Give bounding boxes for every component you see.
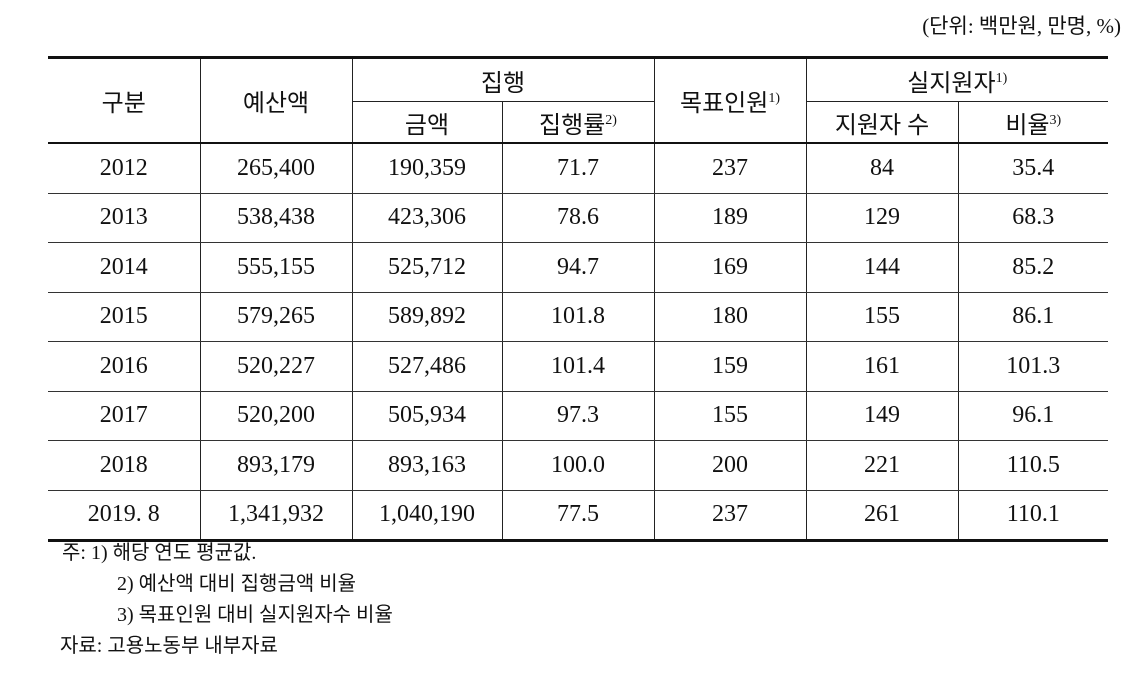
cell-ratio: 86.1 — [957, 292, 1109, 342]
cell-amount: 893,163 — [351, 440, 503, 491]
header-exec-rate: 집행률2) — [501, 101, 655, 144]
cell-supported: 155 — [805, 292, 959, 342]
cell-year: 2017 — [48, 391, 201, 441]
cell-supported: 221 — [805, 440, 959, 491]
table-row: 2013 538,438 423,306 78.6 189 129 68.3 — [48, 193, 1109, 243]
cell-year: 2012 — [48, 143, 201, 194]
cell-budget: 538,438 — [199, 193, 353, 243]
cell-ratio: 85.2 — [957, 242, 1109, 293]
cell-budget: 265,400 — [199, 143, 353, 194]
cell-amount: 423,306 — [351, 193, 503, 243]
table-row: 2012 265,400 190,359 71.7 237 84 35.4 — [48, 143, 1109, 194]
cell-budget: 520,200 — [199, 391, 353, 441]
notes: 주: 1) 해당 연도 평균값. 2) 예산액 대비 집행금액 비율 3) 목표… — [60, 538, 393, 662]
cell-amount: 589,892 — [351, 292, 503, 342]
cell-budget: 579,265 — [199, 292, 353, 342]
cell-rate: 101.4 — [501, 341, 655, 392]
cell-year: 2013 — [48, 193, 201, 243]
cell-supported: 161 — [805, 341, 959, 392]
cell-rate: 101.8 — [501, 292, 655, 342]
cell-year: 2015 — [48, 292, 201, 342]
header-supported: 지원자 수 — [805, 101, 959, 144]
header-row-sub: 금액 집행률2) 지원자 수 비율3) — [48, 101, 1109, 144]
note-1: 주: 1) 해당 연도 평균값. — [62, 542, 257, 564]
cell-target: 169 — [653, 242, 807, 293]
cell-amount: 505,934 — [351, 391, 503, 441]
cell-supported: 261 — [805, 490, 959, 542]
header-amount: 금액 — [352, 101, 503, 144]
cell-budget: 555,155 — [199, 242, 353, 293]
cell-supported: 149 — [805, 391, 959, 441]
cell-ratio: 110.5 — [957, 440, 1109, 491]
cell-supported: 144 — [805, 242, 959, 293]
header-budget: 예산액 — [199, 56, 353, 144]
cell-budget: 1,341,932 — [199, 490, 353, 542]
table-row: 2017 520,200 505,934 97.3 155 149 96.1 — [48, 391, 1109, 441]
cell-rate: 100.0 — [501, 440, 655, 491]
cell-supported: 84 — [805, 143, 959, 194]
cell-rate: 78.6 — [501, 193, 655, 243]
cell-amount: 525,712 — [351, 242, 503, 293]
cell-ratio: 96.1 — [957, 391, 1109, 441]
header-category: 구분 — [48, 56, 201, 144]
cell-rate: 71.7 — [501, 143, 655, 194]
cell-supported: 129 — [805, 193, 959, 243]
cell-ratio: 68.3 — [957, 193, 1109, 243]
cell-rate: 94.7 — [501, 242, 655, 293]
header-target: 목표인원1) — [653, 56, 807, 144]
cell-budget: 893,179 — [199, 440, 353, 491]
cell-amount: 527,486 — [351, 341, 503, 392]
header-ratio: 비율3) — [957, 101, 1109, 144]
cell-target: 189 — [653, 193, 807, 243]
cell-target: 180 — [653, 292, 807, 342]
table-row: 2016 520,227 527,486 101.4 159 161 101.3 — [48, 341, 1109, 392]
cell-amount: 1,040,190 — [351, 490, 503, 542]
table-row: 2018 893,179 893,163 100.0 200 221 110.5 — [48, 440, 1109, 491]
cell-ratio: 35.4 — [957, 143, 1109, 194]
cell-rate: 77.5 — [501, 490, 655, 542]
source-note: 자료: 고용노동부 내부자료 — [60, 635, 278, 657]
cell-year: 2014 — [48, 242, 201, 293]
cell-amount: 190,359 — [351, 143, 503, 194]
budget-table: 구분 예산액 집행 목표인원1) 실지원자1) 금액 집행률2) 지원자 수 비… — [48, 56, 1109, 542]
note-3: 3) 목표인원 대비 실지원자수 비율 — [117, 604, 393, 626]
table-row: 2015 579,265 589,892 101.8 180 155 86.1 — [48, 292, 1109, 342]
header-actual: 실지원자1) — [805, 56, 1109, 102]
table-row: 2014 555,155 525,712 94.7 169 144 85.2 — [48, 242, 1109, 293]
cell-rate: 97.3 — [501, 391, 655, 441]
unit-note: (단위: 백만원, 만명, %) — [922, 14, 1121, 38]
header-row-top: 구분 예산액 집행 목표인원1) 실지원자1) — [48, 56, 1109, 144]
cell-target: 200 — [653, 440, 807, 491]
cell-year: 2019. 8 — [48, 490, 201, 542]
cell-year: 2016 — [48, 341, 201, 392]
cell-target: 237 — [653, 490, 807, 542]
cell-target: 237 — [653, 143, 807, 194]
cell-ratio: 110.1 — [957, 490, 1109, 542]
cell-ratio: 101.3 — [957, 341, 1109, 392]
cell-target: 159 — [653, 341, 807, 392]
table-row: 2019. 8 1,341,932 1,040,190 77.5 237 261 110.1 — [48, 490, 1109, 542]
note-2: 2) 예산액 대비 집행금액 비율 — [117, 573, 357, 595]
cell-budget: 520,227 — [199, 341, 353, 392]
header-execution: 집행 — [351, 56, 655, 102]
cell-year: 2018 — [48, 440, 201, 491]
cell-target: 155 — [653, 391, 807, 441]
